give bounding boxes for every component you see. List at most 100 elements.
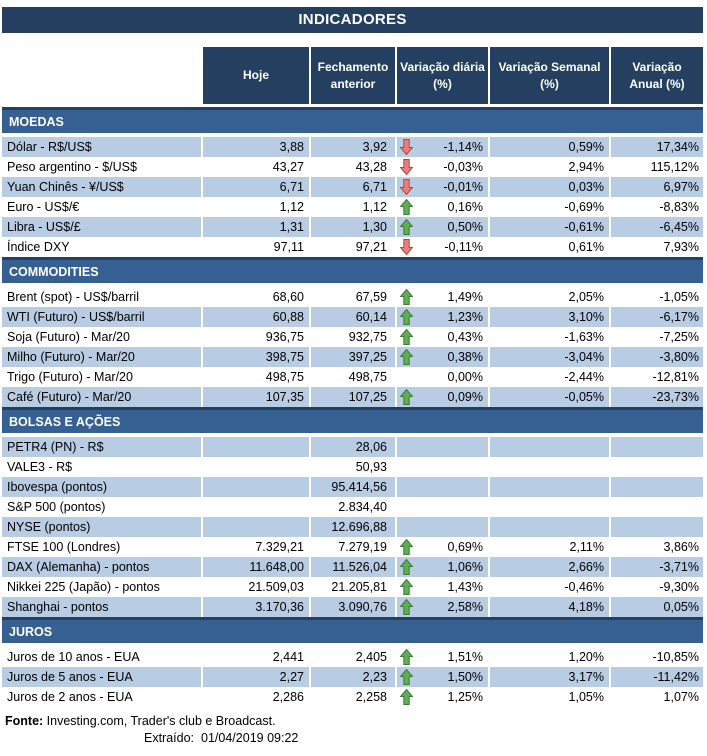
cell-variacao-diaria — [397, 517, 488, 537]
cell-variacao-diaria: -0,03% — [397, 157, 488, 177]
cell-fechamento-anterior: 43,28 — [311, 157, 395, 177]
trend-up-icon — [400, 649, 413, 665]
cell-variacao-semanal: 4,18% — [490, 597, 609, 617]
cell-fechamento-anterior: 2,258 — [311, 687, 395, 707]
trend-up-icon — [400, 289, 413, 305]
table-row: Trigo (Futuro) - Mar/20 498,75 498,75 0,00%… — [2, 367, 703, 387]
cell-fechamento-anterior: 60,14 — [311, 307, 395, 327]
cell-variacao-semanal: 3,10% — [490, 307, 609, 327]
table-row: VALE3 - R$ 50,93 — [2, 457, 703, 477]
cell-variacao-semanal: 0,59% — [490, 137, 609, 157]
cell-hoje: 3,88 — [203, 137, 309, 157]
trend-down-icon — [400, 239, 413, 255]
cell-hoje: 97,11 — [203, 237, 309, 257]
cell-variacao-diaria — [397, 437, 488, 457]
cell-label: VALE3 - R$ — [2, 457, 201, 477]
cell-variacao-anual: -1,05% — [611, 287, 703, 307]
trend-up-icon — [400, 689, 413, 705]
cell-variacao-semanal — [490, 497, 609, 517]
cell-variacao-diaria: 1,50% — [397, 667, 488, 687]
cell-label: Brent (spot) - US$/barril — [2, 287, 201, 307]
cell-variacao-diaria: 0,09% — [397, 387, 488, 407]
cell-variacao-anual: 115,12% — [611, 157, 703, 177]
cell-variacao-anual: 1,07% — [611, 687, 703, 707]
trend-up-icon — [400, 599, 413, 615]
cell-variacao-diaria: 0,69% — [397, 537, 488, 557]
cell-variacao-anual — [611, 517, 703, 537]
cell-label: DAX (Alemanha) - pontos — [2, 557, 201, 577]
cell-variacao-semanal: 1,05% — [490, 687, 609, 707]
cell-label: Juros de 2 anos - EUA — [2, 687, 201, 707]
cell-variacao-anual: 17,34% — [611, 137, 703, 157]
cell-hoje: 7.329,21 — [203, 537, 309, 557]
cell-variacao-anual: 7,93% — [611, 237, 703, 257]
cell-hoje: 1,31 — [203, 217, 309, 237]
cell-hoje: 1,12 — [203, 197, 309, 217]
cell-variacao-semanal: -0,61% — [490, 217, 609, 237]
cell-fechamento-anterior: 95.414,56 — [311, 477, 395, 497]
table-row: Ibovespa (pontos) 95.414,56 — [2, 477, 703, 497]
cell-fechamento-anterior: 6,71 — [311, 177, 395, 197]
cell-variacao-semanal: 0,61% — [490, 237, 609, 257]
cell-variacao-diaria: -0,01% — [397, 177, 488, 197]
column-header-variacao-semanal: Variação Semanal (%) — [490, 47, 609, 104]
column-header-fechamento-anterior: Fechamento anterior — [311, 47, 395, 104]
table-row: Brent (spot) - US$/barril 68,60 67,59 1,49%… — [2, 287, 703, 307]
cell-variacao-diaria: 0,50% — [397, 217, 488, 237]
cell-variacao-diaria: 1,51% — [397, 647, 488, 667]
cell-label: Milho (Futuro) - Mar/20 — [2, 347, 201, 367]
section-header-moedas: MOEDAS — [2, 107, 703, 133]
trend-down-icon — [400, 179, 413, 195]
cell-fechamento-anterior: 3.090,76 — [311, 597, 395, 617]
trend-up-icon — [400, 539, 413, 555]
cell-hoje: 398,75 — [203, 347, 309, 367]
cell-variacao-diaria: 2,58% — [397, 597, 488, 617]
footer-extracted: Extraído: 01/04/2019 09:22 — [2, 730, 703, 747]
cell-variacao-anual: -8,83% — [611, 197, 703, 217]
table-row: NYSE (pontos) 12.696,88 — [2, 517, 703, 537]
cell-variacao-diaria: 0,43% — [397, 327, 488, 347]
cell-label: Café (Futuro) - Mar/20 — [2, 387, 201, 407]
cell-label: WTI (Futuro) - US$/barril — [2, 307, 201, 327]
cell-fechamento-anterior: 67,59 — [311, 287, 395, 307]
cell-fechamento-anterior: 97,21 — [311, 237, 395, 257]
cell-hoje: 2,286 — [203, 687, 309, 707]
cell-variacao-anual: -23,73% — [611, 387, 703, 407]
table-row: Juros de 5 anos - EUA 2,27 2,23 1,50% 3,17% -… — [2, 667, 703, 687]
cell-hoje — [203, 497, 309, 517]
cell-hoje: 21.509,03 — [203, 577, 309, 597]
table-row: WTI (Futuro) - US$/barril 60,88 60,14 1,23%… — [2, 307, 703, 327]
trend-up-icon — [400, 579, 413, 595]
section-header-commodities: COMMODITIES — [2, 257, 703, 283]
header-corner-spacer — [2, 47, 201, 104]
table-row: Juros de 10 anos - EUA 2,441 2,405 1,51% 1,2… — [2, 647, 703, 667]
footer-extracted-value: 01/04/2019 09:22 — [201, 731, 299, 745]
cell-fechamento-anterior: 932,75 — [311, 327, 395, 347]
cell-variacao-anual — [611, 497, 703, 517]
cell-label: Juros de 10 anos - EUA — [2, 647, 201, 667]
section-header-juros: JUROS — [2, 617, 703, 643]
cell-variacao-anual: 3,86% — [611, 537, 703, 557]
column-header-variacao-anual: Variação Anual (%) — [611, 47, 703, 104]
cell-hoje: 2,27 — [203, 667, 309, 687]
section-header-bolsas-e-acoes: BOLSAS E AÇÕES — [2, 407, 703, 433]
cell-variacao-diaria: 0,16% — [397, 197, 488, 217]
cell-fechamento-anterior: 107,25 — [311, 387, 395, 407]
trend-up-icon — [400, 669, 413, 685]
cell-fechamento-anterior: 1,12 — [311, 197, 395, 217]
cell-variacao-semanal: 0,03% — [490, 177, 609, 197]
cell-label: Índice DXY — [2, 237, 201, 257]
cell-label: Libra - US$/£ — [2, 217, 201, 237]
trend-up-icon — [400, 389, 413, 405]
footer-source-text: Investing.com, Trader's club e Broadcast… — [43, 714, 276, 728]
cell-variacao-semanal: 2,94% — [490, 157, 609, 177]
cell-hoje: 43,27 — [203, 157, 309, 177]
cell-variacao-semanal: -3,04% — [490, 347, 609, 367]
cell-variacao-diaria — [397, 477, 488, 497]
cell-variacao-semanal — [490, 477, 609, 497]
table-row: Shanghai - pontos 3.170,36 3.090,76 2,58% 4,… — [2, 597, 703, 617]
cell-label: Soja (Futuro) - Mar/20 — [2, 327, 201, 347]
cell-variacao-diaria: -0,11% — [397, 237, 488, 257]
column-header-row: Hoje Fechamento anterior Variação diária… — [2, 47, 703, 104]
cell-variacao-anual: -10,85% — [611, 647, 703, 667]
